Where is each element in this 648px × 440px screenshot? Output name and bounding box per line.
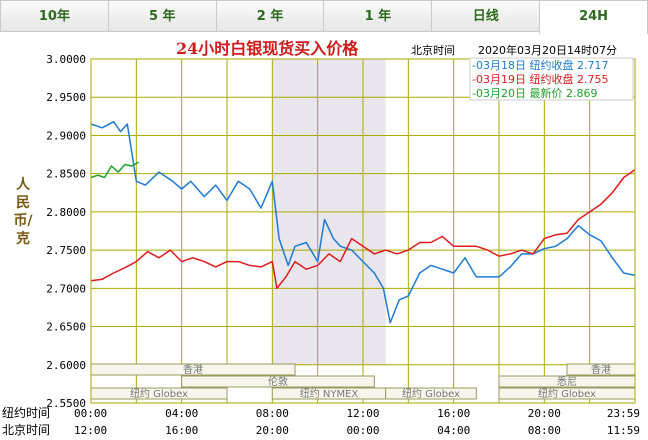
ny-time-ticks: 00:00 04:00 08:00 12:00 16:00 20:00 23:59 — [74, 407, 640, 420]
market-session-label: 香港 — [183, 364, 203, 376]
y-tick-label: 3.0000 — [46, 53, 86, 66]
market-session-label: 纽约 Globex — [538, 387, 596, 400]
chart-title: 24小时白银现货买入价格 — [176, 39, 359, 58]
legend-box — [469, 57, 634, 101]
market-session-bar — [385, 387, 477, 400]
time-axis: 纽约时间 北京时间 00:00 04:00 08:00 12:00 16:00 20:00… — [2, 405, 640, 437]
y-tick-label: 2.7000 — [46, 282, 86, 295]
y-tick-label: 2.9500 — [46, 91, 86, 104]
y-tick-labels: 3.0000 2.9500 2.9000 2.8500 2.8000 2.7500 2.70… — [46, 53, 86, 410]
time-label: 北京时间 — [411, 43, 455, 57]
time-value: 2020年03月20日14时07分 — [478, 43, 617, 57]
tab-1-year[interactable]: 1 年 — [323, 0, 432, 32]
bj-time-tick: 12:00 — [74, 424, 107, 437]
market-session-label: 悉尼 — [557, 376, 577, 388]
y-tick-label: 2.6000 — [46, 359, 86, 372]
bj-time-ticks: 12:00 16:00 20:00 00:00 04:00 08:00 11:59 — [74, 424, 640, 437]
y-tick-label: 2.6500 — [46, 321, 86, 334]
tab-24h[interactable]: 24H — [539, 0, 648, 34]
y-tick-label: 2.7500 — [46, 244, 86, 257]
series-line — [90, 161, 139, 179]
ny-time-tick: 08:00 — [256, 407, 289, 420]
bj-time-tick: 16:00 — [165, 424, 198, 437]
ny-time-tick: 12:00 — [346, 407, 379, 420]
market-session-label: 香港 — [591, 364, 611, 376]
market-session-label: 纽约 Globex — [130, 387, 188, 400]
bj-time-tick: 04:00 — [437, 424, 470, 437]
market-session-label: 纽约 Globex — [402, 387, 460, 400]
legend-item-green: -03月20日 最新价 2.869 — [472, 86, 597, 100]
series-line — [90, 120, 636, 324]
plot-border — [90, 58, 636, 404]
tab-2-year[interactable]: 2 年 — [215, 0, 324, 32]
legend-item-red: -03月19日 纽约收盘 2.755 — [472, 72, 608, 86]
bj-time-label: 北京时间 — [2, 423, 50, 437]
bj-time-tick: 00:00 — [346, 424, 379, 437]
market-session-label: 纽约 NYMEX — [300, 387, 359, 400]
legend: -03月18日 纽约收盘 2.717 -03月19日 纽约收盘 2.755 -0… — [469, 57, 634, 101]
y-tick-label: 2.8000 — [46, 206, 86, 219]
ny-time-tick: 16:00 — [437, 407, 470, 420]
ny-time-tick: 00:00 — [74, 407, 107, 420]
bj-time-tick: 20:00 — [256, 424, 289, 437]
y-axis-unit: 人民币/克 — [13, 177, 33, 247]
ny-time-tick: 20:00 — [528, 407, 561, 420]
ny-time-tick: 23:59 — [607, 407, 640, 420]
series-line — [90, 169, 636, 290]
market-session-label: 伦敦 — [268, 375, 288, 388]
y-tick-label: 2.9000 — [46, 129, 86, 142]
y-tick-label: 2.5500 — [46, 397, 86, 410]
bj-time-tick: 11:59 — [607, 424, 640, 437]
ny-time-label: 纽约时间 — [2, 405, 50, 420]
price-series — [90, 120, 636, 324]
tab-5-year[interactable]: 5 年 — [107, 0, 216, 32]
market-session-bar — [181, 375, 375, 388]
period-tabs: 10年 5 年 2 年 1 年 日线 24H — [0, 0, 648, 34]
y-tick-label: 2.8500 — [46, 168, 86, 181]
bj-time-tick: 08:00 — [528, 424, 561, 437]
chart-grid — [91, 59, 635, 403]
tab-10-year[interactable]: 10年 — [0, 0, 108, 32]
ny-time-tick: 04:00 — [165, 407, 198, 420]
tab-daily[interactable]: 日线 — [431, 0, 540, 32]
legend-item-blue: -03月18日 纽约收盘 2.717 — [472, 58, 608, 72]
